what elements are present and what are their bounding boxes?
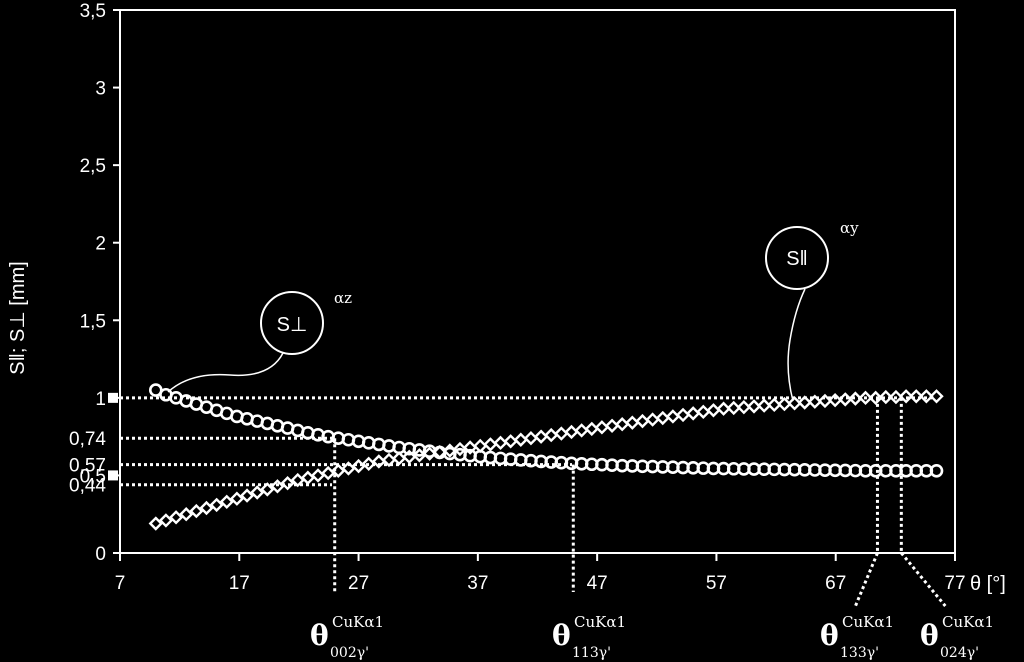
data-point-s-parallel [797,395,812,410]
y-tick-label: 0,5 [80,466,106,487]
callout-leader-s-perp [167,352,284,393]
data-point-s-parallel [716,401,731,416]
data-point-s-parallel [858,390,873,406]
theta-superscript: CuKα1 [332,613,384,631]
data-point-s-parallel [199,500,214,516]
data-point-s-parallel [239,488,255,503]
theta-subscript: 113γ' [572,645,611,661]
y-tick-label: 2,5 [80,156,106,177]
x-tick-label: 47 [587,573,608,594]
data-point-s-parallel [736,399,752,415]
data-point-s-parallel [817,393,833,409]
x-tick-label: 57 [706,573,727,594]
data-point-s-parallel [746,399,762,414]
data-point-s-parallel [807,394,823,409]
callout-circle-s-parallel [765,226,829,290]
data-point-s-parallel [838,392,853,407]
callout-leader-s-parallel [787,288,806,402]
y-ticks: 0 0,5 1 1,5 2 2,5 3 3,5 0,440,57 0,74 [69,1,120,565]
callout-label-s-perp: S⊥ [277,314,308,336]
annotations: S⊥ αz S‖ αy [167,219,859,402]
y-axis-label: S‖; S⊥ [mm] [7,261,29,374]
data-point-s-parallel [827,392,843,408]
y-tick-label: 1,5 [80,311,106,332]
x-tick-label: 77 [944,573,965,594]
data-point-s-parallel [158,513,174,528]
y-tick-label: 0 [95,544,106,565]
theta-superscript: CuKα1 [574,613,626,631]
data-point-s-parallel [848,391,863,406]
data-point-s-parallel [777,396,792,412]
plot-area-border [119,9,956,554]
theta-symbol: θ [310,619,329,652]
y-extra-tick-label: 0,74 [69,429,106,450]
y-axis-marker [108,470,118,481]
data-point-s-parallel [229,491,245,506]
data-point-s-parallel [280,475,295,491]
data-point-s-parallel [260,482,275,497]
data-point-s-parallel [909,389,924,404]
data-point-s-parallel [189,503,204,519]
data-point-s-parallel [888,389,904,405]
data-point-s-parallel [726,400,741,416]
callout-angle-alpha-z: αz [334,289,352,307]
series-s-perp [148,383,944,478]
y-extra-tick-label: 0,44 [69,476,106,497]
data-point-s-parallel [787,396,802,411]
data-point-s-parallel [929,389,944,404]
plot-frame [119,9,956,554]
theta-superscript: CuKα1 [842,613,894,631]
y-tick-label: 2 [95,234,106,255]
theta-symbol: θ [552,619,571,652]
theta-superscript: CuKα1 [942,613,994,631]
data-point-s-parallel [168,510,184,525]
x-ticks: 7 17 27 37 47 57 67 77 [115,553,966,594]
x-tick-label: 27 [348,573,369,594]
data-point-s-parallel [898,389,914,404]
y-tick-label: 3 [95,79,106,100]
theta-subscript: 133γ' [840,645,879,661]
y-tick-label: 3,5 [80,1,106,22]
theta-symbol: θ [820,619,839,652]
theta-symbol: θ [920,619,939,652]
data-point-s-perp [929,463,944,478]
data-point-s-parallel [209,497,224,513]
data-point-s-parallel [179,507,194,522]
callout-angle-alpha-y: αy [840,219,859,237]
data-point-s-parallel [868,390,883,406]
x-tick-label: 37 [467,573,488,594]
y-tick-label: 1 [95,389,106,410]
x-tick-label: 17 [229,573,250,594]
data-point-s-parallel [756,398,772,413]
series-s-parallel [148,389,944,531]
theta-subscript: 024γ' [940,645,979,661]
theta-subscript: 002γ' [330,645,369,661]
x-tick-label: 7 [115,573,126,594]
data-point-s-parallel [767,397,782,413]
callout-circle-s-perp [260,291,324,355]
data-point-s-parallel [270,479,285,494]
data-point-s-parallel [249,485,265,500]
data-point-s-parallel [148,516,163,531]
data-point-s-parallel [919,389,934,404]
y-extra-tick-label: 0,57 [69,456,106,477]
data-point-s-parallel [219,494,234,510]
callout-label-s-parallel: S‖ [786,248,808,270]
x-tick-label: 67 [825,573,846,594]
y-axis-marker [108,392,118,403]
data-point-s-parallel [878,389,894,405]
x-axis-label: θ [°] [970,573,1006,595]
